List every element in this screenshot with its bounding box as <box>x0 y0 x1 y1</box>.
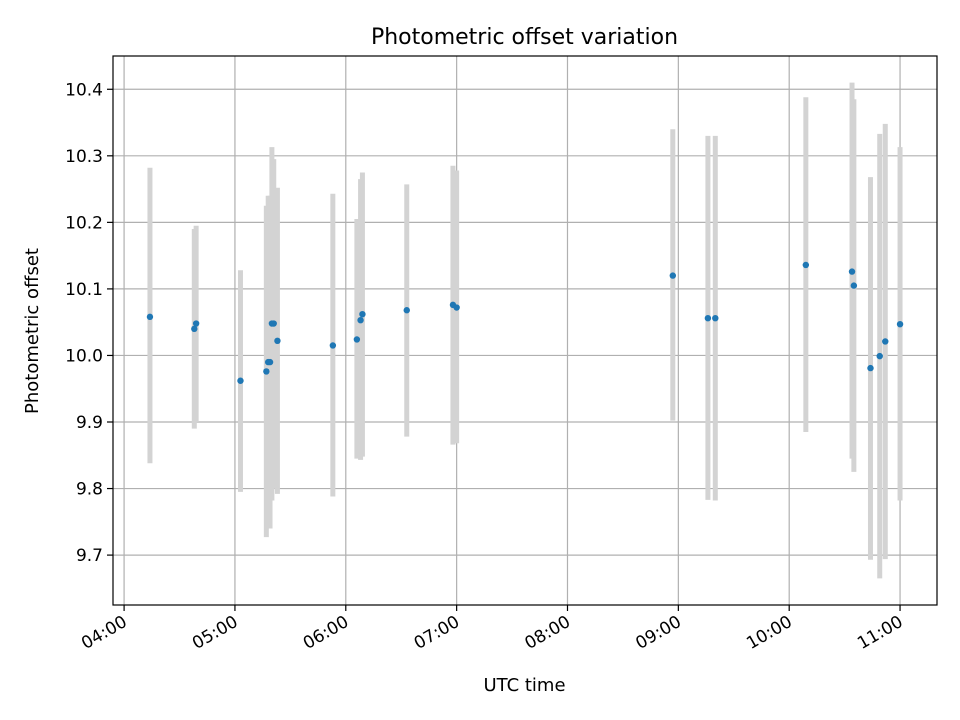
y-tick-label: 9.7 <box>76 546 103 566</box>
data-point <box>263 368 270 375</box>
data-point <box>867 364 874 372</box>
data-point <box>403 307 410 314</box>
x-tick-label: 06:00 <box>300 612 352 654</box>
data-point <box>876 352 883 360</box>
data-point <box>353 336 361 343</box>
data-point <box>669 272 677 279</box>
x-tick-label: 08:00 <box>522 612 574 654</box>
x-tick-label: 10:00 <box>743 612 795 654</box>
plot-area <box>113 56 937 605</box>
x-tick-label: 09:00 <box>632 612 684 654</box>
x-tick-label: 11:00 <box>854 612 906 654</box>
data-point <box>274 337 281 345</box>
data-point <box>192 320 200 327</box>
data-point <box>802 261 810 269</box>
plot-frame <box>112 55 938 606</box>
data-point <box>329 342 337 349</box>
y-tick-label: 10.1 <box>65 280 103 300</box>
y-tick-label: 10.3 <box>65 147 103 167</box>
data-point <box>704 314 712 322</box>
data-point <box>882 338 889 345</box>
data-point <box>266 358 274 366</box>
y-axis-label: Photometric offset <box>22 248 43 414</box>
x-tick-label: 07:00 <box>411 612 463 654</box>
data-point <box>357 316 364 324</box>
y-axis: 9.7 9.8 9.9 10.0 10.1 10.2 10.3 10.4 <box>65 80 113 566</box>
data-point <box>712 314 719 322</box>
data-point <box>191 325 198 333</box>
data-point <box>237 377 244 384</box>
x-axis: 04:00 05:00 06:00 07:00 08:00 09:00 10:00 11:00 <box>78 605 907 654</box>
data-point <box>359 310 366 318</box>
x-tick-label: 04:00 <box>78 612 130 654</box>
y-tick-label: 10.4 <box>65 80 103 100</box>
data-point <box>848 268 856 275</box>
data-point <box>453 304 460 311</box>
data-points <box>146 261 904 384</box>
y-tick-label: 10.2 <box>65 213 103 233</box>
y-tick-label: 9.9 <box>76 413 103 433</box>
y-tick-label: 9.8 <box>76 480 103 500</box>
data-point <box>146 313 154 321</box>
data-point <box>270 320 277 327</box>
chart-title: Photometric offset variation <box>371 25 678 50</box>
data-point <box>850 282 858 289</box>
data-point <box>896 320 904 328</box>
x-tick-label: 05:00 <box>189 612 241 654</box>
y-tick-label: 10.0 <box>65 346 103 366</box>
grid-lines <box>113 56 937 605</box>
x-axis-label: UTC time <box>483 675 565 696</box>
